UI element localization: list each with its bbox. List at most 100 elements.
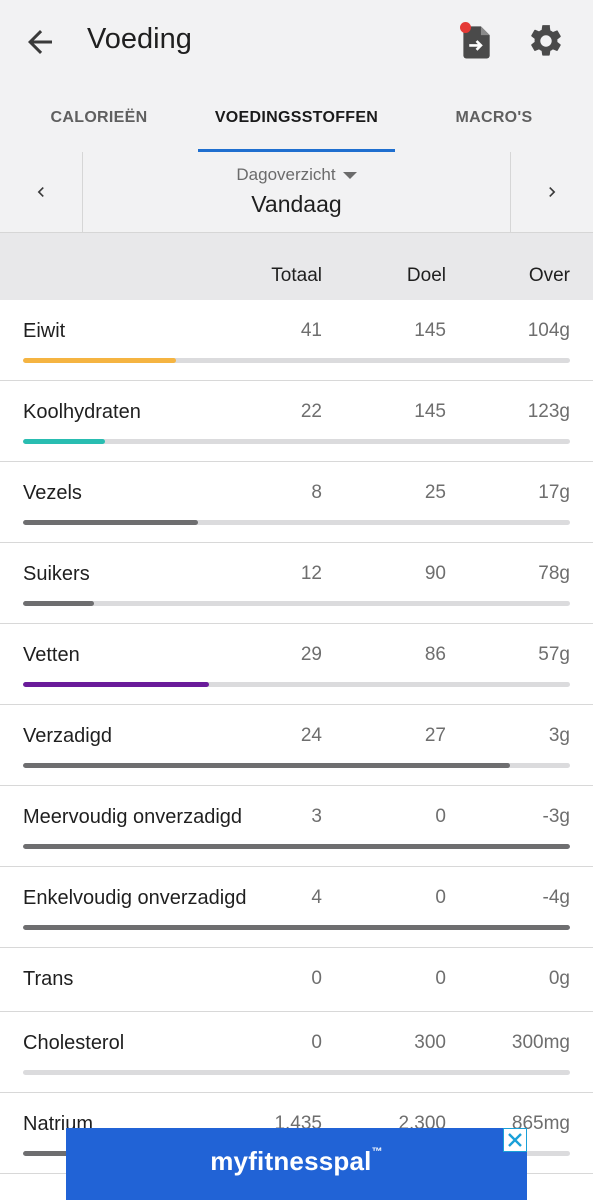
ad-banner[interactable]: myfitnesspal™ <box>66 1128 527 1200</box>
nutrient-row[interactable]: Meervoudig onverzadigd 3 0 -3g <box>0 786 593 867</box>
nutrient-name: Meervoudig onverzadigd <box>23 806 243 828</box>
column-header-goal: Doel <box>406 265 446 286</box>
nutrient-row[interactable]: Cholesterol 0 300 300mg <box>0 1012 593 1093</box>
progress-bar <box>23 1070 570 1075</box>
ad-brand-text: myfitnesspal <box>210 1146 372 1176</box>
tab-macros[interactable]: MACRO'S <box>395 84 593 152</box>
nutrient-row[interactable]: Vetten 29 86 57g <box>0 624 593 705</box>
day-selector: Dagoverzicht Vandaag <box>0 152 593 233</box>
nutrient-goal: 300 <box>414 1032 446 1053</box>
nutrient-name: Koolhydraten <box>23 401 141 423</box>
nutrient-row[interactable]: Eiwit 41 145 104g <box>0 300 593 381</box>
nutrient-goal: 145 <box>414 401 446 422</box>
nutrient-goal: 90 <box>424 563 446 584</box>
progress-fill <box>23 925 570 930</box>
nutrient-row[interactable]: Trans 0 0 0g <box>0 948 593 1012</box>
nutrient-total: 8 <box>311 482 322 503</box>
nutrient-total: 0 <box>311 1032 322 1053</box>
tab-bar: CALORIEËN VOEDINGSSTOFFEN MACRO'S <box>0 84 593 153</box>
column-headers: Totaal Doel Over <box>0 233 593 300</box>
nutrient-row[interactable]: Vezels 8 25 17g <box>0 462 593 543</box>
nutrient-remaining: 104g <box>527 320 570 341</box>
next-day-button[interactable] <box>510 152 593 232</box>
trademark-mark: ™ <box>371 1146 383 1158</box>
progress-bar <box>23 925 570 930</box>
export-button[interactable] <box>460 22 496 60</box>
nutrient-goal: 86 <box>424 644 446 665</box>
nutrient-goal: 27 <box>424 725 446 746</box>
nutrient-total: 3 <box>311 806 322 827</box>
nutrient-total: 4 <box>311 887 322 908</box>
chevron-left-icon <box>37 187 44 197</box>
progress-bar <box>23 844 570 849</box>
nutrient-goal: 25 <box>424 482 446 503</box>
nutrient-remaining: 57g <box>538 644 570 665</box>
ad-logo: myfitnesspal™ <box>66 1146 527 1177</box>
nutrient-name: Vezels <box>23 482 82 504</box>
back-button[interactable] <box>22 24 58 60</box>
caret-down-icon <box>342 171 357 179</box>
ad-close-button[interactable] <box>503 1128 527 1152</box>
settings-button[interactable] <box>527 22 565 60</box>
nutrient-total: 29 <box>300 644 322 665</box>
view-dropdown[interactable]: Dagoverzicht Vandaag <box>82 152 511 232</box>
tab-label: VOEDINGSSTOFFEN <box>214 109 379 126</box>
nutrient-remaining: 0g <box>548 968 570 989</box>
nutrient-total: 0 <box>311 968 322 989</box>
nutrient-goal: 0 <box>435 968 446 989</box>
progress-bar <box>23 358 570 363</box>
nutrient-name: Enkelvoudig onverzadigd <box>23 887 247 909</box>
nutrient-remaining: 17g <box>538 482 570 503</box>
nutrient-row[interactable]: Suikers 12 90 78g <box>0 543 593 624</box>
progress-fill <box>23 439 106 444</box>
arrow-left-icon <box>28 30 52 54</box>
tab-nutrients[interactable]: VOEDINGSSTOFFEN <box>198 84 395 152</box>
progress-fill <box>23 358 177 363</box>
tab-calories[interactable]: CALORIEËN <box>0 84 198 152</box>
progress-bar <box>23 682 570 687</box>
active-tab-indicator <box>198 149 395 152</box>
nutrient-total: 24 <box>300 725 322 746</box>
nutrient-total: 41 <box>300 320 322 341</box>
nutrient-name: Vetten <box>23 644 80 666</box>
close-icon <box>508 1133 522 1147</box>
nutrient-remaining: 78g <box>538 563 570 584</box>
progress-bar <box>23 763 570 768</box>
nutrient-remaining: 3g <box>548 725 570 746</box>
progress-fill <box>23 844 570 849</box>
nutrient-row[interactable]: Enkelvoudig onverzadigd 4 0 -4g <box>0 867 593 948</box>
nutrient-remaining: 300mg <box>511 1032 570 1053</box>
page-title: Voeding <box>87 23 192 55</box>
nutrient-row[interactable]: Koolhydraten 22 145 123g <box>0 381 593 462</box>
progress-fill <box>23 520 199 525</box>
nutrient-name: Suikers <box>23 563 90 585</box>
column-header-over: Over <box>528 265 570 286</box>
nutrient-row[interactable]: Verzadigd 24 27 3g <box>0 705 593 786</box>
nutrient-name: Verzadigd <box>23 725 112 747</box>
tab-label: CALORIEËN <box>50 109 148 126</box>
nutrient-name: Cholesterol <box>23 1032 125 1054</box>
nutrient-name: Eiwit <box>23 320 66 342</box>
nutrient-remaining: 123g <box>527 401 570 422</box>
nutrient-list: Eiwit 41 145 104g Koolhydraten 22 145 12… <box>0 300 593 1174</box>
gear-icon <box>531 25 561 56</box>
progress-fill <box>23 601 95 606</box>
nutrient-total: 12 <box>300 563 322 584</box>
progress-fill <box>23 763 510 768</box>
export-document-icon <box>463 26 490 59</box>
previous-day-button[interactable] <box>0 152 83 232</box>
nutrient-remaining: -3g <box>542 806 570 827</box>
progress-fill <box>23 682 209 687</box>
nutrient-goal: 145 <box>414 320 446 341</box>
notification-dot <box>460 22 471 33</box>
progress-bar <box>23 601 570 606</box>
progress-bar <box>23 439 570 444</box>
progress-bar <box>23 520 570 525</box>
nutrient-name: Trans <box>23 968 74 990</box>
date-label: Vandaag <box>251 191 342 217</box>
nutrient-goal: 0 <box>435 887 446 908</box>
chevron-right-icon <box>549 187 556 197</box>
nutrient-remaining: -4g <box>542 887 570 908</box>
view-label: Dagoverzicht <box>236 165 336 184</box>
app-bar: Voeding <box>0 0 593 84</box>
